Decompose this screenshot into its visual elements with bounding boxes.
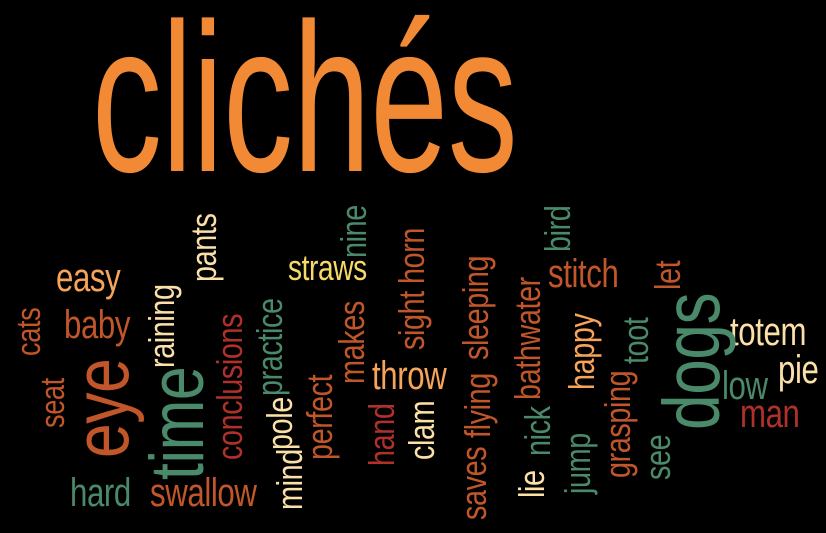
word-happy: happy xyxy=(561,313,602,390)
word-lie: lie xyxy=(511,470,552,498)
word-jump: jump xyxy=(557,433,598,494)
word-sleeping: sleeping xyxy=(455,255,496,360)
word-dogs: dogs xyxy=(647,292,736,430)
word-bird: bird xyxy=(537,205,578,252)
word-baby: baby xyxy=(64,303,131,347)
word-nick: nick xyxy=(517,406,558,456)
word-cliches: clichés xyxy=(92,0,518,216)
word-totem: totem xyxy=(730,310,807,354)
word-conclusions: conclusions xyxy=(209,313,250,460)
word-hard: hard xyxy=(70,471,131,515)
word-pie: pie xyxy=(778,348,819,392)
word-horn: horn xyxy=(391,227,432,284)
word-eye: eye xyxy=(57,358,145,458)
word-bathwater: bathwater xyxy=(507,277,548,400)
word-time: time xyxy=(135,366,220,480)
word-easy: easy xyxy=(56,256,121,300)
word-clam: clam xyxy=(401,400,442,460)
word-nine: nine xyxy=(333,205,374,258)
word-low: low xyxy=(722,364,768,408)
word-stitch: stitch xyxy=(548,252,619,296)
word-practice: practice xyxy=(249,298,290,396)
word-pants: pants xyxy=(183,213,224,282)
word-swallow: swallow xyxy=(150,471,257,515)
word-makes: makes xyxy=(331,301,372,384)
word-let: let xyxy=(647,260,688,290)
word-man: man xyxy=(740,392,800,436)
word-straws: straws xyxy=(288,247,367,288)
word-cats: cats xyxy=(10,307,48,356)
word-raining: raining xyxy=(141,284,182,368)
word-grasping: grasping xyxy=(597,370,638,478)
word-hand: hand xyxy=(361,403,402,466)
word-throw: throw xyxy=(372,354,447,398)
word-see: see xyxy=(637,434,678,480)
word-pole: pole xyxy=(259,397,300,450)
word-perfect: perfect xyxy=(299,374,340,460)
word-sight: sight xyxy=(391,291,432,350)
word-flying: flying xyxy=(457,373,498,438)
word-saves: saves xyxy=(453,446,494,520)
